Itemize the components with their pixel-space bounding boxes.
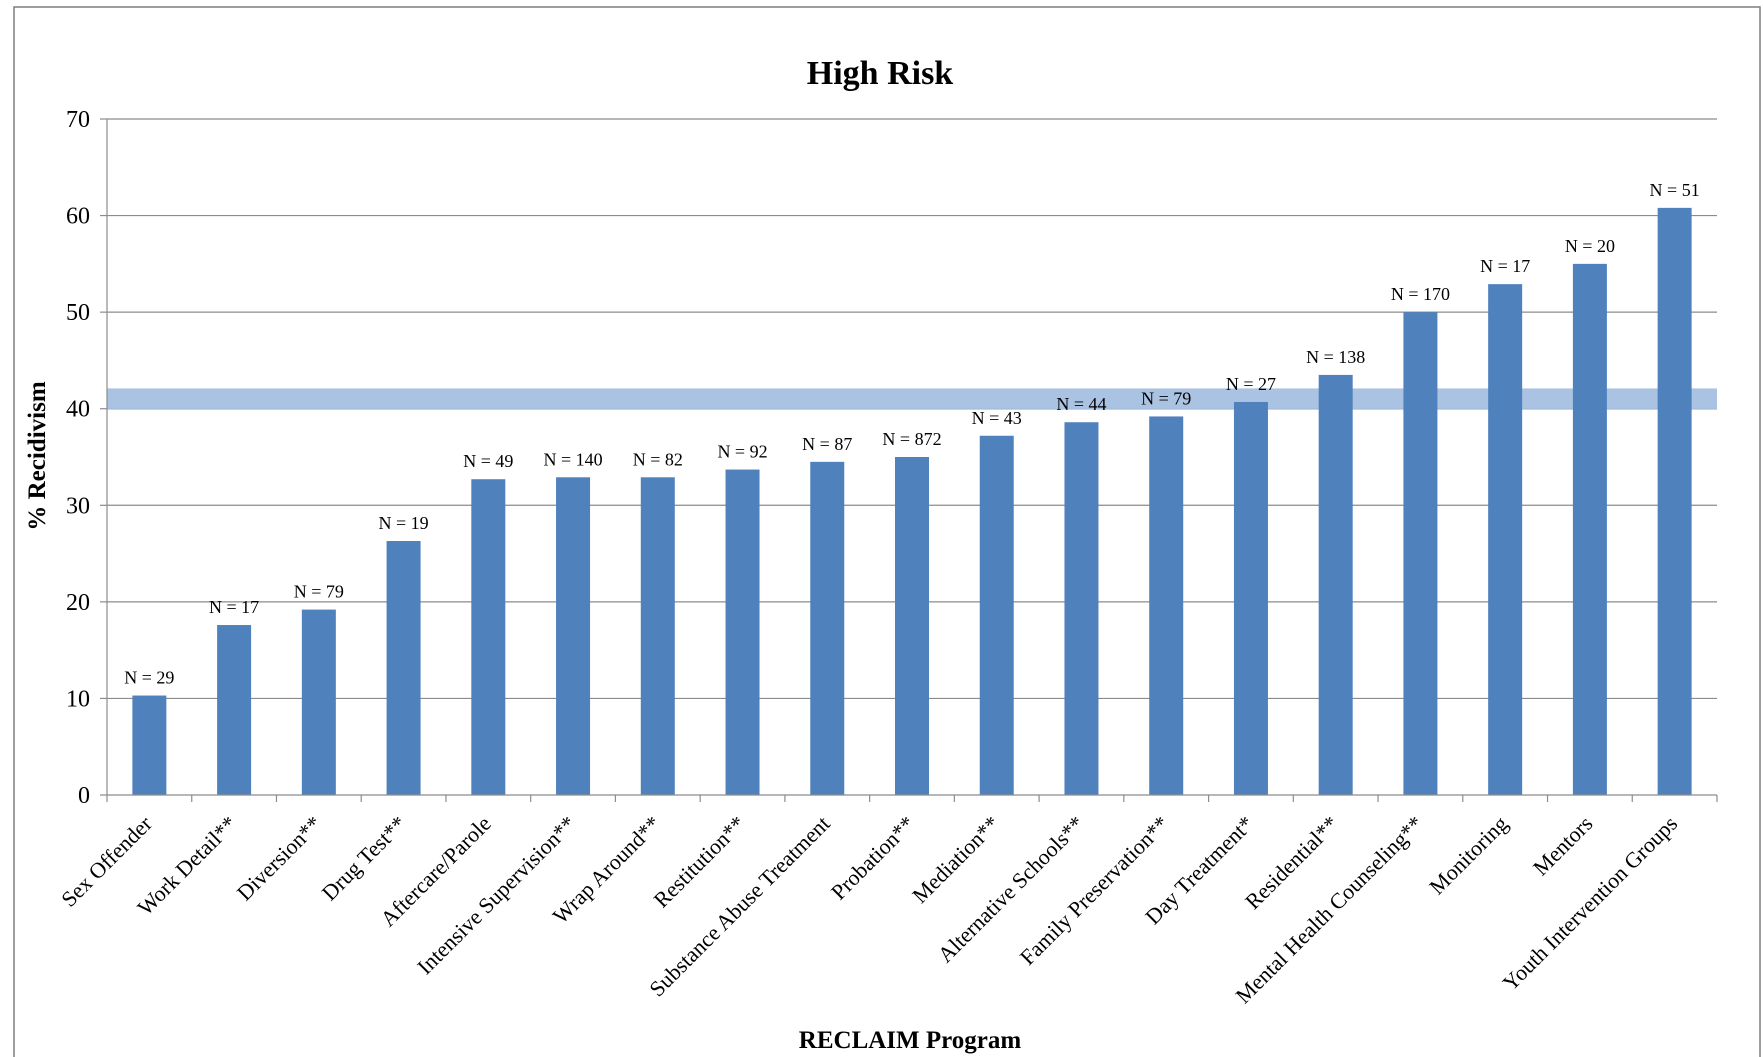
data-label: N = 79 xyxy=(1141,388,1191,408)
bar xyxy=(386,541,421,795)
bar xyxy=(1657,207,1692,796)
bar xyxy=(1403,312,1438,795)
x-tick-label: Substance Abuse Treatment xyxy=(644,811,835,1002)
data-label: N = 82 xyxy=(633,449,683,469)
bar xyxy=(471,479,506,795)
data-label: N = 92 xyxy=(717,442,767,462)
data-label: N = 51 xyxy=(1650,180,1700,200)
axes xyxy=(106,119,1718,802)
bar xyxy=(1149,416,1184,795)
y-tick-label: 30 xyxy=(66,493,90,519)
bar xyxy=(556,477,591,795)
bar xyxy=(1488,284,1523,795)
bar xyxy=(640,477,675,795)
data-label: N = 20 xyxy=(1565,236,1615,256)
y-tick-label: 20 xyxy=(66,590,90,616)
x-axis-title: RECLAIM Program xyxy=(799,1027,1022,1054)
data-label: N = 79 xyxy=(294,582,344,602)
chart-frame xyxy=(13,6,1761,1057)
data-label: N = 19 xyxy=(379,513,429,533)
bar xyxy=(217,625,252,795)
y-tick-label: 0 xyxy=(78,783,90,809)
bar xyxy=(132,695,167,795)
data-label: N = 49 xyxy=(463,451,513,471)
x-tick-label: Monitoring xyxy=(1424,811,1513,900)
x-tick-label: Diversion** xyxy=(232,811,327,906)
reference-band-rect xyxy=(107,388,1717,410)
bar xyxy=(725,469,760,795)
bar xyxy=(895,457,929,795)
data-label: N = 17 xyxy=(1480,256,1530,276)
y-tick-label: 60 xyxy=(66,204,90,230)
data-label: N = 170 xyxy=(1391,284,1450,304)
x-tick-label: Family Preservation** xyxy=(1015,811,1174,970)
reference-band xyxy=(107,388,1717,410)
bar xyxy=(1064,422,1099,795)
y-tick-label: 10 xyxy=(66,686,90,712)
bar xyxy=(301,609,336,795)
data-label: N = 17 xyxy=(209,597,259,617)
x-tick-label: Youth Intervention Groups xyxy=(1498,811,1683,996)
x-tick-label: Probation** xyxy=(826,811,920,905)
y-tick-labels: 0 10 20 30 40 50 60 70 xyxy=(66,107,90,809)
x-tick-label: Alternative Schools** xyxy=(933,811,1089,967)
data-label: N = 27 xyxy=(1226,374,1276,394)
data-label: N = 872 xyxy=(882,429,941,449)
y-tick-label: 40 xyxy=(66,397,90,423)
bar xyxy=(979,435,1014,795)
bar-series xyxy=(132,207,1692,796)
data-label: N = 87 xyxy=(802,434,852,454)
data-label: N = 29 xyxy=(124,668,174,688)
data-labels: N = 29 N = 17 N = 79 N = 19 N = 49 N = 140 N =… xyxy=(124,180,1699,688)
x-tick-label: Mentors xyxy=(1528,811,1598,881)
data-label: N = 43 xyxy=(972,408,1022,428)
bar xyxy=(810,461,845,795)
bar xyxy=(1318,374,1353,795)
data-label: N = 138 xyxy=(1306,347,1365,367)
chart-title: High Risk xyxy=(807,55,954,92)
data-label: N = 140 xyxy=(543,449,602,469)
y-tick-label: 70 xyxy=(66,107,90,133)
bar xyxy=(1233,401,1268,795)
data-label: N = 44 xyxy=(1056,394,1106,414)
x-tick-label: Intensive Supervision** xyxy=(412,811,580,979)
y-axis-title: % Recidivism xyxy=(24,381,51,530)
bar xyxy=(1572,263,1607,795)
y-tick-label: 50 xyxy=(66,300,90,326)
